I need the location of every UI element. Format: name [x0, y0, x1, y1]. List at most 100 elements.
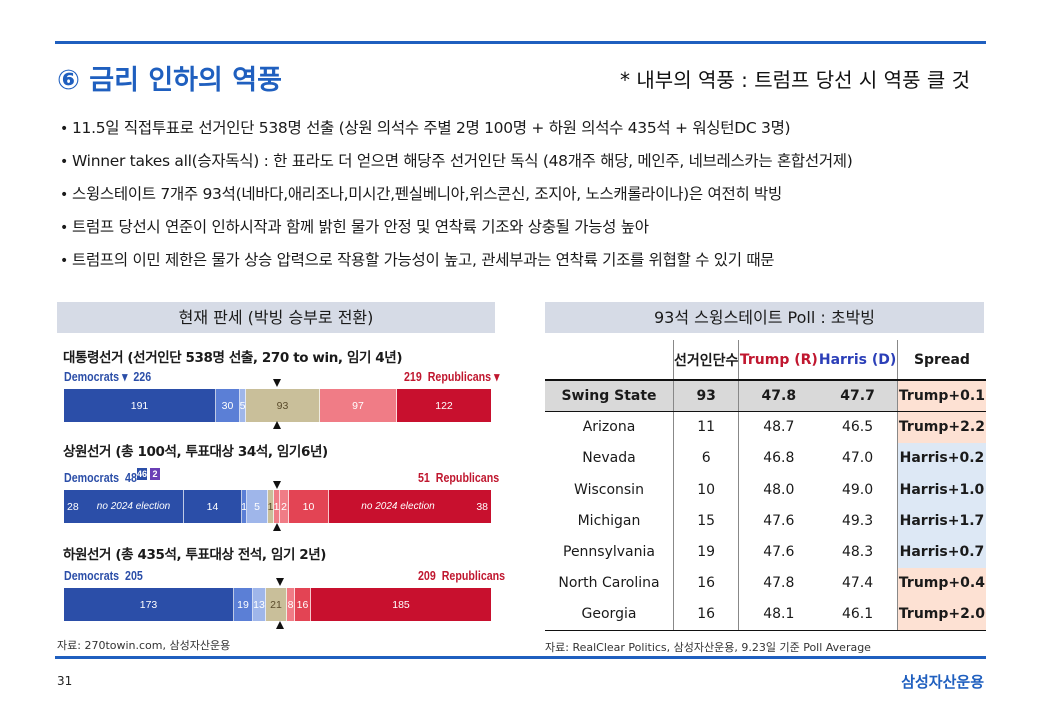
- page-subtitle: * 내부의 역풍 : 트럼프 당선 시 역풍 클 것: [620, 68, 970, 92]
- bar-segment: 5: [247, 490, 268, 523]
- poll-table-header-row: 선거인단수 Trump (R) Harris (D) Spread: [545, 340, 986, 381]
- header-spread: Spread: [897, 340, 986, 381]
- brand-logo: 삼성자산운용: [901, 673, 984, 691]
- presidential-title: 대통령선거 (선거인단 538명 선출, 270 to win, 임기 4년): [63, 350, 403, 366]
- bullet-item: • 스윙스테이트 7개주 93석(네바다,애리조나,미시간,펜실베니아,위스콘신,…: [60, 185, 782, 203]
- page-title: ⑥ 금리 인하의 역풍: [57, 65, 282, 96]
- house-dem-label: Democrats 205: [64, 568, 143, 583]
- cell-harris: 49.3: [818, 505, 898, 537]
- table-row: Michigan 15 47.6 49.3 Harris+1.7: [545, 505, 986, 537]
- cell-state: Wisconsin: [574, 481, 644, 498]
- bar-segment: 122: [397, 389, 491, 422]
- table-row: Pennsylvania 19 47.6 48.3 Harris+0.7: [545, 536, 986, 568]
- senate-independent-count: 2: [150, 468, 160, 480]
- bullet-item: • 트럼프의 이민 제한은 물가 상승 압력으로 작용할 가능성이 높고, 관세부…: [60, 251, 775, 269]
- bottom-rule: [55, 656, 986, 659]
- cell-state: Pennsylvania: [563, 544, 655, 561]
- cell-state: Arizona: [582, 419, 636, 436]
- bar-segment: 1: [274, 490, 280, 523]
- midpoint-marker-bottom: [273, 421, 281, 429]
- cell-state: North Carolina: [558, 575, 660, 592]
- cell-trump: 48.1: [738, 599, 819, 631]
- cell-trump: 46.8: [763, 450, 795, 467]
- cell-spread: Harris+0.2: [897, 442, 986, 474]
- midpoint-marker-top: [273, 481, 281, 489]
- cell-trump: 47.8: [738, 380, 819, 412]
- table-row: Swing State 93 47.8 47.7 Trump+0.1: [545, 380, 986, 412]
- cell-electors: 6: [672, 442, 740, 474]
- header-electors: 선거인단수: [672, 340, 740, 381]
- cell-spread: Harris+1.7: [897, 505, 986, 537]
- cell-trump: 48.7: [763, 419, 795, 436]
- bar-segment: 13: [253, 588, 266, 621]
- page-number: 31: [57, 674, 73, 688]
- cell-trump: 47.8: [763, 575, 795, 592]
- header-state: [545, 340, 674, 381]
- table-row: Wisconsin 10 48.0 49.0 Harris+1.0: [545, 473, 986, 506]
- midpoint-marker-bottom: [276, 621, 284, 629]
- bar-segment: 191: [64, 389, 216, 422]
- house-bar: 173 19 13 21 8 16 185: [64, 588, 491, 621]
- left-source-note: 자료: 270towin.com, 삼성자산운용: [57, 639, 231, 652]
- bar-segment: 16: [295, 588, 311, 621]
- bar-segment: 2: [280, 490, 289, 523]
- house-title: 하원선거 (총 435석, 투표대상 전석, 임기 2년): [63, 547, 327, 563]
- bar-segment: 8: [287, 588, 295, 621]
- cell-harris: 47.4: [818, 567, 898, 600]
- cell-harris: 47.0: [818, 442, 898, 474]
- bullet-item: • 11.5일 직접투표로 선거인단 538명 선출 (상원 의석수 주별 2명 …: [60, 119, 791, 137]
- table-row: Georgia 16 48.1 46.1 Trump+2.0: [545, 599, 986, 631]
- bar-segment: no 2024 election: [84, 490, 184, 523]
- bar-segment: 1: [242, 490, 247, 523]
- cell-harris: 46.1: [818, 599, 898, 631]
- bar-segment: 1: [268, 490, 274, 523]
- senate-rep-label: 51 Republicans: [418, 470, 500, 485]
- cell-spread: Harris+0.7: [897, 536, 986, 568]
- table-row: Nevada 6 46.8 47.0 Harris+0.2: [545, 442, 986, 474]
- midpoint-marker-top: [276, 578, 284, 586]
- header-trump: Trump (R): [738, 340, 819, 381]
- cell-spread: Trump+0.4: [897, 567, 986, 600]
- presidential-bar: 191 30 5 93 97 122: [64, 389, 491, 422]
- cell-spread: Trump+2.0: [897, 599, 986, 631]
- bar-segment: 21: [266, 588, 287, 621]
- senate-bar: 28 no 2024 election 14 1 5 1 1 2 10 no 2…: [64, 490, 491, 523]
- cell-electors: 10: [672, 473, 740, 506]
- cell-spread: Harris+1.0: [897, 473, 986, 506]
- cell-electors: 11: [672, 411, 740, 443]
- bar-segment: 28: [64, 490, 84, 523]
- bullet-item: • 트럼프 당선시 연준이 인하시작과 함께 밝힌 물가 안정 및 연착륙 기조와…: [60, 218, 649, 236]
- bar-segment: 173: [64, 588, 234, 621]
- cell-electors: 16: [672, 599, 740, 631]
- bar-segment: 185: [311, 588, 491, 621]
- bar-segment: 38: [467, 490, 491, 523]
- poll-table: 선거인단수 Trump (R) Harris (D) Spread Swing …: [545, 340, 986, 631]
- bar-segment: 30: [216, 389, 240, 422]
- house-rep-label: 209 Republicans: [418, 568, 506, 583]
- bar-segment: 14: [184, 490, 242, 523]
- cell-trump: 47.6: [763, 544, 795, 561]
- cell-spread: Trump+0.1: [897, 380, 986, 412]
- cell-state: Swing State: [545, 380, 674, 412]
- bar-segment: 5: [240, 389, 246, 422]
- table-row: North Carolina 16 47.8 47.4 Trump+0.4: [545, 567, 986, 600]
- bar-segment: 10: [289, 490, 329, 523]
- cell-trump: 48.0: [763, 481, 795, 498]
- right-source-note: 자료: RealClear Politics, 삼성자산운용, 9.23일 기준…: [545, 641, 871, 654]
- cell-state: Nevada: [582, 450, 636, 467]
- cell-harris: 47.7: [818, 380, 898, 412]
- midpoint-marker-top: [273, 379, 281, 387]
- table-row: Arizona 11 48.7 46.5 Trump+2.2: [545, 411, 986, 443]
- midpoint-marker-bottom: [273, 523, 281, 531]
- bullet-item: • Winner takes all(승자독식) : 한 표라도 더 얻으면 해당…: [60, 152, 853, 170]
- cell-electors: 15: [672, 505, 740, 537]
- senate-dem-label: Democrats 48: [64, 470, 137, 485]
- cell-electors: 19: [672, 536, 740, 568]
- cell-electors: 93: [672, 380, 740, 412]
- bullet-list: • 11.5일 직접투표로 선거인단 538명 선출 (상원 의석수 주별 2명 …: [60, 112, 990, 277]
- header-harris: Harris (D): [818, 340, 898, 381]
- top-rule: [55, 41, 986, 44]
- cell-harris: 46.5: [818, 411, 898, 443]
- bar-segment: 93: [246, 389, 320, 422]
- bar-segment: no 2024 election: [329, 490, 467, 523]
